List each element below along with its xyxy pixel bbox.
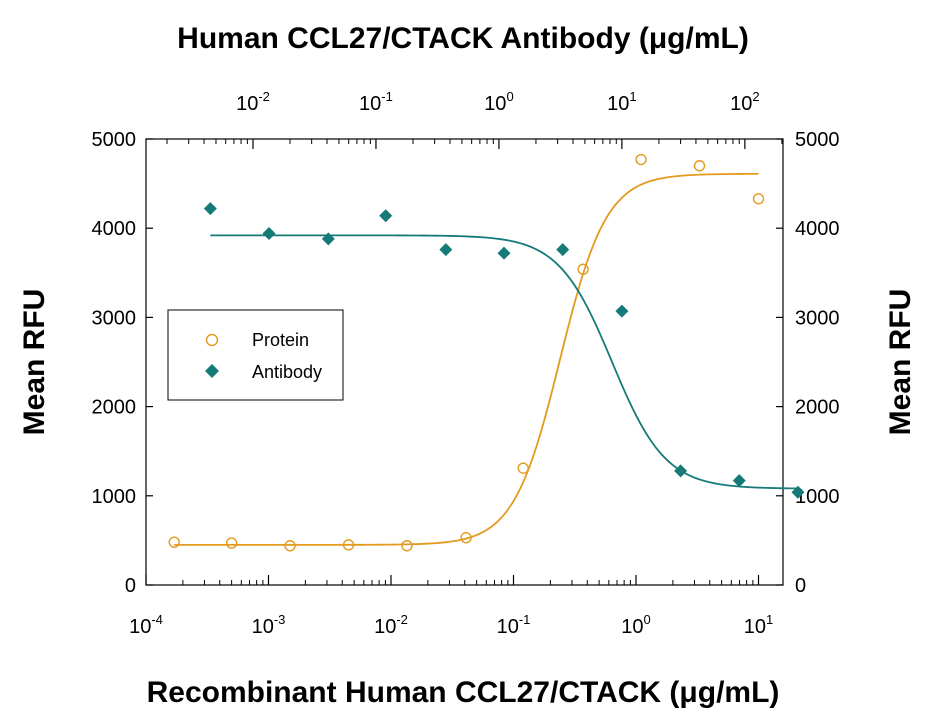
right-y-tick-label: 5000	[795, 129, 840, 151]
right-y-tick-label: 3000	[795, 307, 840, 329]
right-y-tick-label: 1000	[795, 486, 840, 508]
left-y-tick-label: 4000	[92, 218, 137, 240]
top-tick-label: 100	[484, 89, 513, 115]
protein-data-point	[460, 532, 472, 544]
legend-protein-marker	[205, 333, 219, 347]
antibody-data-point	[674, 464, 688, 478]
antibody-data-point	[439, 243, 453, 257]
antibody-fit-curve	[210, 234, 798, 490]
right-y-axis-title: Mean RFU	[884, 289, 917, 436]
legend-box	[167, 309, 344, 401]
protein-data-point	[577, 263, 589, 275]
antibody-data-point	[556, 243, 570, 257]
protein-data-point	[284, 540, 296, 552]
antibody-data-point	[321, 232, 335, 246]
left-y-tick-label: 5000	[92, 129, 137, 151]
bottom-tick-label: 10-4	[129, 612, 163, 638]
top-tick-label: 10-1	[359, 89, 393, 115]
protein-data-point	[693, 160, 706, 172]
protein-data-point	[401, 540, 413, 552]
protein-data-point	[342, 539, 355, 551]
protein-data-point	[517, 462, 529, 474]
antibody-data-point	[379, 209, 393, 223]
bottom-tick-label: 10-2	[374, 612, 408, 638]
data-points	[168, 153, 805, 552]
bottom-tick-label: 10-3	[252, 612, 286, 638]
legend-antibody-label: Antibody	[252, 362, 322, 382]
left-y-axis-title: Mean RFU	[18, 289, 51, 436]
axis-ticks: 0 0 1000 1000 2000 2000 3000 3000 4000 4000 5000 50…	[92, 89, 840, 638]
left-y-tick-label: 2000	[92, 397, 137, 419]
right-y-tick-label: 0	[795, 575, 806, 597]
antibody-data-point	[615, 304, 629, 318]
legend-antibody-marker	[205, 364, 219, 378]
bottom-axis-title: Recombinant Human CCL27/CTACK (μg/mL)	[147, 676, 780, 709]
fitted-curves	[174, 172, 798, 546]
top-tick-label: 101	[607, 89, 636, 115]
protein-data-point	[168, 536, 180, 548]
protein-fit-curve	[174, 172, 759, 546]
top-tick-label: 102	[730, 89, 759, 115]
bottom-tick-label: 100	[621, 612, 650, 638]
antibody-data-point	[497, 246, 511, 260]
top-tick-label: 10-2	[236, 89, 270, 115]
antibody-data-point	[791, 485, 805, 499]
left-y-tick-label: 0	[125, 575, 136, 597]
protein-data-point	[752, 193, 765, 205]
legend-protein-label: Protein	[252, 330, 309, 350]
antibody-data-point	[203, 202, 217, 216]
antibody-data-point	[732, 474, 746, 488]
bottom-tick-label: 10-1	[497, 612, 531, 638]
right-y-tick-label: 2000	[795, 397, 840, 419]
bottom-tick-label: 101	[744, 612, 773, 638]
protein-data-point	[225, 537, 238, 549]
antibody-data-point	[262, 227, 276, 241]
right-y-tick-label: 4000	[795, 218, 840, 240]
left-y-tick-label: 1000	[92, 486, 137, 508]
top-axis-title: Human CCL27/CTACK Antibody (μg/mL)	[177, 22, 749, 55]
left-y-tick-label: 3000	[92, 307, 137, 329]
legend: Protein Antibody	[167, 309, 344, 401]
protein-data-point	[635, 153, 647, 166]
